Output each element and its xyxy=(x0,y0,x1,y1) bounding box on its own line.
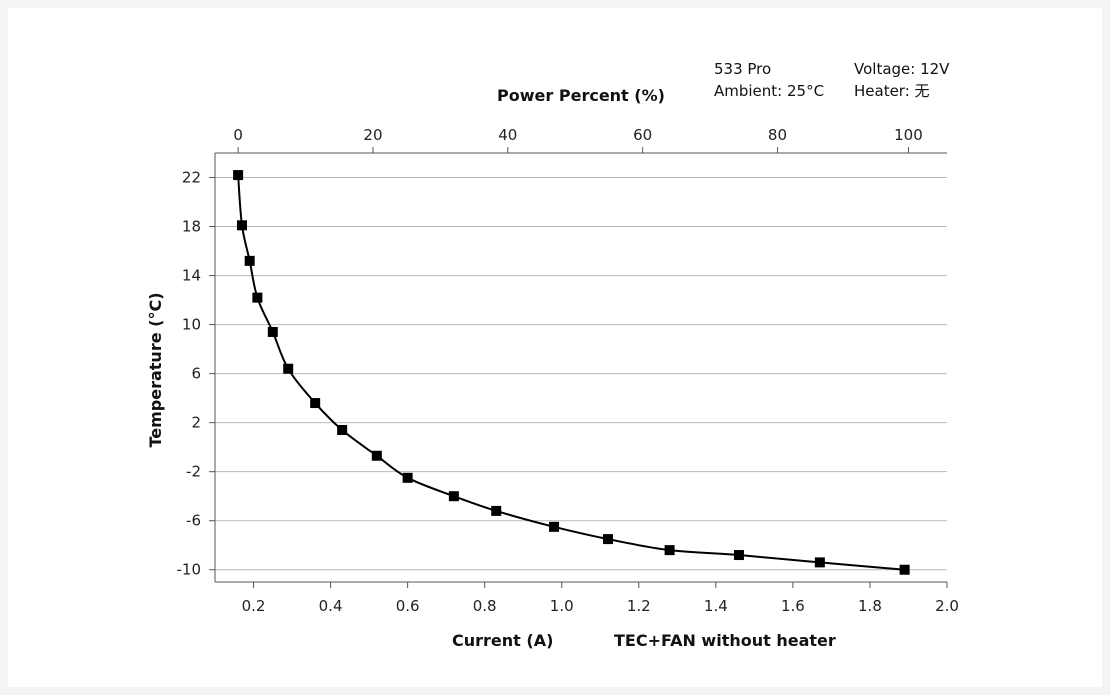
grid xyxy=(215,177,947,571)
data-point xyxy=(236,220,247,231)
data-point xyxy=(283,363,294,374)
axes xyxy=(209,147,948,588)
data-point xyxy=(267,326,278,337)
x-tick-label: 2.0 xyxy=(935,597,959,615)
voltage-label: Voltage: 12V xyxy=(854,60,950,78)
data-point xyxy=(549,521,560,532)
top-tick-label: 100 xyxy=(894,126,923,144)
y-tick-label: -6 xyxy=(186,512,201,530)
y-tick-label: 18 xyxy=(182,218,201,236)
data-point xyxy=(448,491,459,502)
chart-card: 22 18 14 10 6 2 -2 -6 -10 0.2 0.4 0.6 0.8 1.0 1.2 1.4 1.… xyxy=(8,8,1102,687)
y-tick-label: 6 xyxy=(191,365,201,383)
ambient-label: Ambient: 25°C xyxy=(714,82,824,100)
series-line xyxy=(237,174,905,571)
top-tick-label: 80 xyxy=(768,126,787,144)
tick-labels: 22 18 14 10 6 2 -2 -6 -10 0.2 0.4 0.6 0.8 1.0 1.2 1.4 1.… xyxy=(177,126,959,615)
data-point xyxy=(664,545,675,556)
data-point xyxy=(602,534,613,545)
top-tick-label: 0 xyxy=(233,126,243,144)
data-point xyxy=(899,564,910,575)
y-tick-label: 14 xyxy=(182,267,201,285)
x-tick-label: 1.6 xyxy=(781,597,805,615)
y-tick-label: -2 xyxy=(186,463,201,481)
data-point xyxy=(491,505,502,516)
data-point xyxy=(310,398,321,409)
x-tick-label: 0.6 xyxy=(396,597,420,615)
y-tick-label: 10 xyxy=(182,316,201,334)
data-point xyxy=(233,170,244,181)
y-axis-title: Temperature (°C) xyxy=(146,292,165,447)
top-tick-label: 40 xyxy=(498,126,517,144)
chart: 22 18 14 10 6 2 -2 -6 -10 0.2 0.4 0.6 0.8 1.0 1.2 1.4 1.… xyxy=(146,60,959,650)
data-point xyxy=(244,255,255,266)
x-tick-label: 1.0 xyxy=(550,597,574,615)
top-tick-label: 20 xyxy=(363,126,382,144)
x-tick-label: 0.2 xyxy=(242,597,266,615)
x-tick-label: 0.4 xyxy=(319,597,343,615)
series xyxy=(233,170,910,575)
x-tick-label: 1.8 xyxy=(858,597,882,615)
data-point xyxy=(337,425,348,436)
top-axis-title: Power Percent (%) xyxy=(497,86,665,105)
x-axis-note: TEC+FAN without heater xyxy=(614,631,836,650)
x-tick-label: 0.8 xyxy=(473,597,497,615)
data-point xyxy=(733,550,744,561)
x-tick-label: 1.4 xyxy=(704,597,728,615)
x-axis-title: Current (A) xyxy=(452,631,553,650)
data-point xyxy=(371,450,382,461)
y-tick-label: 22 xyxy=(182,169,201,187)
data-point xyxy=(402,472,413,483)
x-tick-label: 1.2 xyxy=(627,597,651,615)
y-tick-label: -10 xyxy=(177,561,202,579)
y-tick-label: 2 xyxy=(191,414,201,432)
top-tick-label: 60 xyxy=(633,126,652,144)
heater-label: Heater: 无 xyxy=(854,82,930,100)
model-label: 533 Pro xyxy=(714,60,771,78)
data-point xyxy=(252,292,263,303)
data-point xyxy=(814,557,825,568)
